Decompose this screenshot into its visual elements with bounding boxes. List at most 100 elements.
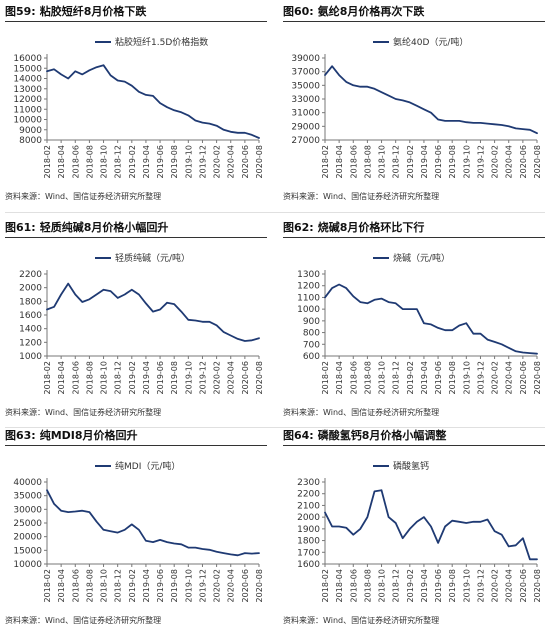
y-tick-label: 600 xyxy=(303,352,320,362)
x-tick-label: 2019-02 xyxy=(128,361,137,394)
panel-title: 图61: 轻质纯碱8月价格小幅回升 xyxy=(5,220,267,238)
legend-label: 纯MDI（元/吨） xyxy=(115,460,180,472)
x-tick-label: 2020-06 xyxy=(519,145,528,178)
x-tick-label: 2019-04 xyxy=(142,145,151,178)
x-tick-label: 2020-06 xyxy=(241,145,250,178)
y-tick-label: 1900 xyxy=(297,525,320,535)
y-tick-label: 1000 xyxy=(297,305,320,315)
x-tick-label: 2020-02 xyxy=(491,145,500,178)
figure-number: 图61: xyxy=(5,221,36,234)
x-tick-label: 2020-02 xyxy=(213,569,222,602)
y-tick-label: 1400 xyxy=(19,325,42,335)
x-tick-label: 2019-06 xyxy=(156,361,165,394)
line-chart: 轻质纯碱（元/吨） 1000 1200 1400 1600 1800 2000 2200 201… xyxy=(19,252,264,394)
y-tick-label: 1600 xyxy=(19,311,42,321)
y-tick-label: 700 xyxy=(303,340,320,350)
y-tick-label: 1700 xyxy=(297,548,320,558)
figure-number: 图64: xyxy=(283,429,314,442)
y-tick-label: 1000 xyxy=(19,352,42,362)
y-tick-label: 13000 xyxy=(13,85,42,95)
x-tick-label: 2019-10 xyxy=(184,145,193,178)
x-tick-label: 2018-12 xyxy=(392,145,401,178)
x-tick-label: 2019-06 xyxy=(156,569,165,602)
x-tick-label: 2018-10 xyxy=(100,361,109,394)
line-chart: 纯MDI（元/吨） 10000 15000 20000 25000 30000 35000 4… xyxy=(13,460,264,602)
series-line xyxy=(46,64,260,139)
x-tick-label: 2019-04 xyxy=(420,569,429,602)
x-tick-label: 2018-08 xyxy=(85,361,94,394)
y-tick-label: 10000 xyxy=(13,116,42,126)
x-tick-label: 2019-08 xyxy=(170,361,179,394)
legend: 烧碱（元/吨） xyxy=(373,252,450,264)
y-tick-label: 25000 xyxy=(13,519,42,529)
legend-label: 氨纶40D（元/吨） xyxy=(393,36,468,48)
x-tick-label: 2020-04 xyxy=(505,145,514,178)
y-tick-label: 800 xyxy=(303,329,320,339)
x-tick-label: 2018-06 xyxy=(71,145,80,178)
x-tick-label: 2018-04 xyxy=(335,361,344,394)
y-tick-label: 31000 xyxy=(291,109,320,119)
series-line xyxy=(324,65,538,135)
x-tick-label: 2020-02 xyxy=(491,361,500,394)
legend-label: 烧碱（元/吨） xyxy=(393,252,450,264)
x-tick-label: 2019-12 xyxy=(198,145,207,178)
y-tick-label: 20000 xyxy=(13,533,42,543)
series-line xyxy=(324,489,538,561)
x-tick-label: 2020-08 xyxy=(255,361,264,394)
x-tick-label: 2020-04 xyxy=(505,569,514,602)
y-tick-label: 12000 xyxy=(13,95,42,105)
x-tick-label: 2018-04 xyxy=(335,569,344,602)
y-tick-label: 40000 xyxy=(13,478,42,488)
legend-label: 轻质纯碱（元/吨） xyxy=(115,252,190,264)
y-tick-label: 1800 xyxy=(19,297,42,307)
panel-title: 图59: 粘胶短纤8月价格下跌 xyxy=(5,4,267,22)
y-tick-label: 2300 xyxy=(297,478,320,488)
x-tick-label: 2019-04 xyxy=(420,145,429,178)
x-tick-label: 2019-12 xyxy=(198,569,207,602)
y-tick-label: 1600 xyxy=(297,560,320,570)
y-tick-label: 1200 xyxy=(19,338,42,348)
y-tick-label: 30000 xyxy=(13,505,42,515)
legend: 氨纶40D（元/吨） xyxy=(373,36,468,48)
y-tick-label: 14000 xyxy=(13,75,42,85)
source-note: 资料来源：Wind、国信证券经济研究所整理 xyxy=(5,408,162,417)
x-tick-label: 2018-02 xyxy=(321,569,330,602)
x-tick-label: 2018-10 xyxy=(378,361,387,394)
x-tick-label: 2019-08 xyxy=(170,569,179,602)
x-tick-label: 2018-02 xyxy=(321,361,330,394)
x-tick-label: 2019-12 xyxy=(198,361,207,394)
legend: 磷酸氢钙 xyxy=(373,460,429,472)
x-tick-label: 2019-04 xyxy=(142,569,151,602)
line-chart: 磷酸氢钙160017001800190020002100220023002018… xyxy=(297,460,542,602)
figure-title: 粘胶短纤8月价格下跌 xyxy=(39,5,147,18)
x-tick-label: 2018-08 xyxy=(363,361,372,394)
x-tick-label: 2019-06 xyxy=(434,361,443,394)
x-tick-label: 2020-08 xyxy=(255,145,264,178)
x-tick-label: 2019-06 xyxy=(156,145,165,178)
panel-title: 图64: 磷酸氢钙8月价格小幅调整 xyxy=(283,428,545,446)
y-tick-label: 1100 xyxy=(297,293,320,303)
x-tick-label: 2020-04 xyxy=(227,361,236,394)
x-tick-label: 2018-12 xyxy=(114,361,123,394)
x-tick-label: 2020-06 xyxy=(241,569,250,602)
legend: 纯MDI（元/吨） xyxy=(95,460,180,472)
source-note: 资料来源：Wind、国信证券经济研究所整理 xyxy=(5,616,162,625)
y-tick-label: 1300 xyxy=(297,270,320,280)
x-tick-label: 2018-12 xyxy=(392,361,401,394)
x-tick-label: 2019-02 xyxy=(406,569,415,602)
x-tick-label: 2018-10 xyxy=(378,569,387,602)
y-tick-label: 15000 xyxy=(13,546,42,556)
x-tick-label: 2018-08 xyxy=(363,145,372,178)
x-tick-label: 2020-08 xyxy=(533,361,542,394)
x-tick-label: 2018-02 xyxy=(43,569,52,602)
x-tick-label: 2019-02 xyxy=(128,569,137,602)
legend-label: 磷酸氢钙 xyxy=(393,460,429,472)
x-tick-label: 2019-02 xyxy=(128,145,137,178)
figure-title: 轻质纯碱8月价格小幅回升 xyxy=(39,221,169,234)
x-tick-label: 2020-04 xyxy=(227,569,236,602)
line-chart: 氨纶40D（元/吨） 27000 29000 31000 33000 35000 37000… xyxy=(291,36,542,178)
chart-panel-64: 图64: 磷酸氢钙8月价格小幅调整 磷酸氢钙 1600 1700 1800 1900 200… xyxy=(283,428,545,628)
x-tick-label: 2019-10 xyxy=(462,145,471,178)
figure-title: 氨纶8月价格再次下跌 xyxy=(317,5,425,18)
chart-panel-62: 图62: 烧碱8月价格环比下行 烧碱（元/吨） 600 700 800 900 1000 11… xyxy=(283,220,545,420)
